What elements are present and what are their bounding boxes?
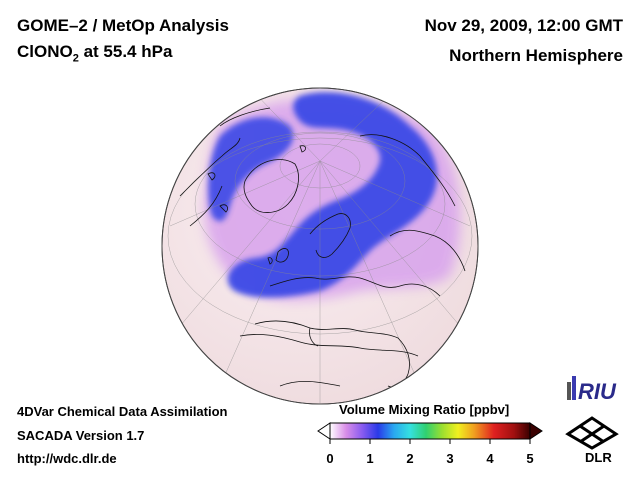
- coastlines: [179, 107, 466, 388]
- colorbar: [317, 422, 543, 444]
- africa-coast: [239, 334, 419, 387]
- greenland-coast: [243, 159, 299, 213]
- colorbar-tick-label: 3: [446, 451, 454, 466]
- source-url[interactable]: http://wdc.dlr.de: [17, 451, 117, 466]
- globe-outline: [161, 87, 479, 405]
- analysis-title: GOME–2 / MetOp Analysis: [17, 16, 229, 35]
- colorbar-gradient: [329, 422, 531, 440]
- colorbar-tick-label: 4: [486, 451, 494, 466]
- europe-coast: [269, 276, 441, 297]
- colorbar-tick-label: 5: [526, 451, 534, 466]
- version-label: SACADA Version 1.7: [17, 428, 145, 443]
- riu-logo-bar: [572, 376, 576, 400]
- colorbar-low-arrow: [317, 422, 331, 440]
- pressure-level: at 55.4 hPa: [78, 42, 173, 61]
- scandinavia-coast: [309, 213, 351, 258]
- datetime-label: Nov 29, 2009, 12:00 GMT: [424, 16, 623, 35]
- species-subscript: 2: [72, 52, 79, 65]
- dlr-logo: [565, 416, 619, 450]
- mixing-ratio-blue-vortex: [227, 92, 438, 298]
- colorbar-tick-marks: [329, 439, 531, 444]
- dlr-logo-text: DLR: [585, 450, 612, 465]
- species-name: ClONO: [17, 42, 73, 61]
- canada-coast: [179, 107, 271, 227]
- assimilation-label: 4DVar Chemical Data Assimilation: [17, 404, 228, 419]
- colorbar-title: Volume Mixing Ratio [ppbv]: [339, 402, 510, 417]
- riu-logo-text: RIU: [578, 379, 617, 404]
- region-label: Northern Hemisphere: [449, 46, 623, 65]
- asia-coast: [359, 134, 466, 272]
- globe-map: [161, 87, 479, 405]
- colorbar-tick-label: 2: [406, 451, 414, 466]
- riu-logo-bar: [567, 382, 571, 400]
- colorbar-tick-label: 1: [366, 451, 374, 466]
- british-isles-coast: [267, 248, 289, 265]
- riu-logo: RIU: [567, 376, 617, 404]
- colorbar-high-arrow: [529, 422, 543, 440]
- species-title: ClONO2 at 55.4 hPa: [17, 42, 172, 64]
- mediterranean-coast: [254, 320, 399, 347]
- islands-coast: [207, 145, 306, 213]
- colorbar-tick-label: 0: [326, 451, 334, 466]
